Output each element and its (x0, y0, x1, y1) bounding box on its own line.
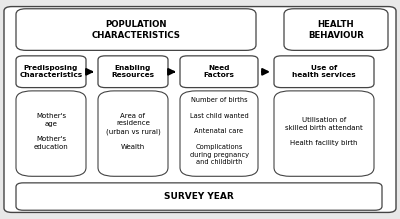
FancyBboxPatch shape (16, 91, 86, 176)
FancyBboxPatch shape (180, 56, 258, 88)
Text: Enabling
Resources: Enabling Resources (112, 65, 154, 78)
FancyBboxPatch shape (16, 56, 86, 88)
FancyBboxPatch shape (98, 56, 168, 88)
FancyBboxPatch shape (98, 91, 168, 176)
Text: HEALTH
BEHAVIOUR: HEALTH BEHAVIOUR (308, 19, 364, 40)
Text: SURVEY YEAR: SURVEY YEAR (164, 192, 234, 201)
FancyBboxPatch shape (4, 7, 396, 212)
FancyBboxPatch shape (284, 9, 388, 50)
FancyBboxPatch shape (274, 91, 374, 176)
Text: Utilisation of
skilled birth attendant

Health facility birth: Utilisation of skilled birth attendant H… (285, 117, 363, 146)
Text: POPULATION
CHARACTERISTICS: POPULATION CHARACTERISTICS (92, 19, 180, 40)
FancyBboxPatch shape (16, 9, 256, 50)
Text: Area of
residence
(urban vs rural)

Wealth: Area of residence (urban vs rural) Wealt… (106, 113, 160, 150)
Text: Need
Factors: Need Factors (204, 65, 234, 78)
Text: Mother's
age

Mother's
education: Mother's age Mother's education (34, 113, 68, 150)
FancyBboxPatch shape (16, 183, 382, 210)
FancyBboxPatch shape (180, 91, 258, 176)
Text: Use of
health services: Use of health services (292, 65, 356, 78)
FancyBboxPatch shape (274, 56, 374, 88)
Text: Number of births

Last child wanted

Antenatal care

Complications
during pregna: Number of births Last child wanted Anten… (190, 97, 248, 165)
Text: Predisposing
Characteristics: Predisposing Characteristics (20, 65, 82, 78)
